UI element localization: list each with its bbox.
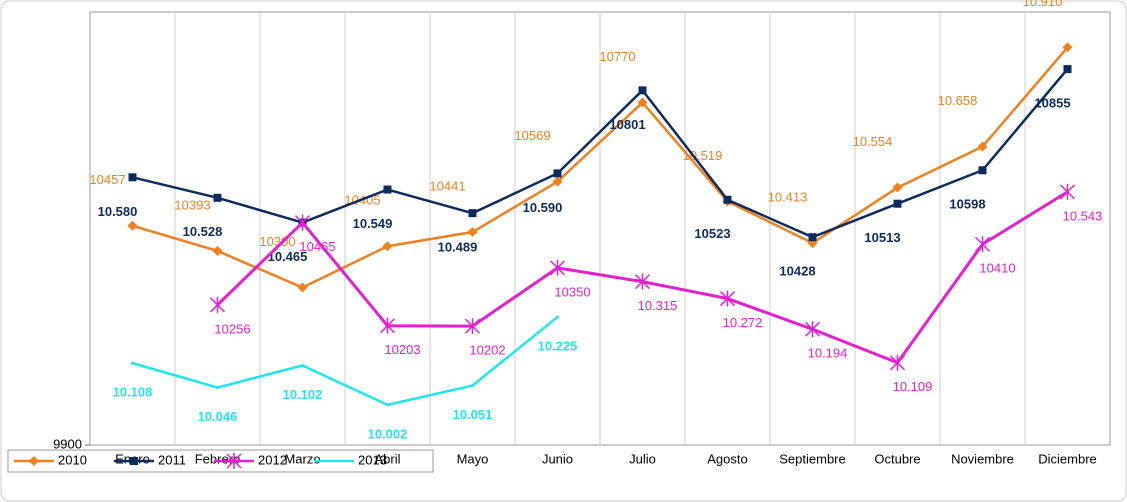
x-tick-label: Julio xyxy=(629,451,656,466)
data-label: 10.046 xyxy=(198,409,238,424)
data-label: 10428 xyxy=(779,264,815,279)
point xyxy=(719,290,736,307)
point xyxy=(638,86,647,95)
point xyxy=(209,296,226,313)
point xyxy=(549,259,566,276)
data-label: 10393 xyxy=(174,197,210,212)
point xyxy=(379,317,396,334)
point xyxy=(213,193,222,202)
point xyxy=(634,273,651,290)
point xyxy=(212,245,223,256)
data-label: 10.225 xyxy=(538,339,578,354)
point xyxy=(130,457,138,465)
data-label: 10.554 xyxy=(853,134,893,149)
data-label: 10.002 xyxy=(368,426,408,441)
point xyxy=(974,236,991,253)
point xyxy=(552,176,563,187)
data-label: 10770 xyxy=(599,49,635,64)
data-label: 10350 xyxy=(554,284,590,299)
point xyxy=(29,456,39,466)
legend-label: 2012 xyxy=(258,452,287,467)
legend-label: 2013 xyxy=(358,452,387,467)
point xyxy=(637,97,648,108)
point xyxy=(128,173,137,182)
data-label: 10.109 xyxy=(893,379,933,394)
x-tick-label: Septiembre xyxy=(779,451,845,466)
data-label: 10.315 xyxy=(638,298,678,313)
point xyxy=(131,361,134,365)
point xyxy=(1062,42,1073,53)
point xyxy=(723,195,732,204)
data-label: 10410 xyxy=(979,261,1015,276)
point xyxy=(297,282,308,293)
point xyxy=(1059,183,1076,200)
series-line xyxy=(132,46,1069,289)
data-label: 10855 xyxy=(1034,96,1070,111)
point xyxy=(978,166,987,175)
point xyxy=(216,386,219,390)
x-tick-label: Mayo xyxy=(457,451,489,466)
point xyxy=(1063,65,1072,74)
point xyxy=(977,141,988,152)
data-label: 10.519 xyxy=(683,148,723,163)
point xyxy=(127,220,138,231)
x-tick-label: Junio xyxy=(542,451,573,466)
point xyxy=(553,169,562,178)
point xyxy=(382,241,393,252)
point xyxy=(464,318,481,335)
point xyxy=(471,384,474,388)
point xyxy=(808,233,817,242)
x-tick-label: Octubre xyxy=(874,451,920,466)
data-label: 10.108 xyxy=(113,385,153,400)
data-label: 10.051 xyxy=(453,407,493,422)
data-label: 10441 xyxy=(429,178,465,193)
series-line xyxy=(132,68,1069,239)
x-tick-label: Agosto xyxy=(707,451,747,466)
point xyxy=(804,321,821,338)
data-label: 10.489 xyxy=(438,240,478,255)
data-label: 10203 xyxy=(384,342,420,357)
data-label: 10.590 xyxy=(523,200,563,215)
data-label: 10.528 xyxy=(183,224,223,239)
point xyxy=(386,403,389,407)
data-label: 10523 xyxy=(694,226,730,241)
data-label: 10801 xyxy=(609,117,645,132)
y-tick-label: 9900 xyxy=(53,436,82,451)
data-label: 10.658 xyxy=(938,93,978,108)
data-label: 10.580 xyxy=(98,204,138,219)
x-tick-label: Noviembre xyxy=(951,451,1014,466)
x-tick-label: Marzo xyxy=(284,451,320,466)
data-label: 10.413 xyxy=(768,190,808,205)
data-label: 10465 xyxy=(299,239,335,254)
point xyxy=(468,209,477,218)
point xyxy=(301,363,304,367)
data-label: 10202 xyxy=(469,343,505,358)
data-label: 10569 xyxy=(514,128,550,143)
data-label: 10.910 xyxy=(1023,0,1063,9)
point xyxy=(467,227,478,238)
point xyxy=(294,214,311,231)
data-label: 10.549 xyxy=(353,216,393,231)
point xyxy=(383,185,392,194)
data-label: 10.543 xyxy=(1063,208,1103,223)
data-label: 10.102 xyxy=(283,387,323,402)
point xyxy=(226,453,242,469)
data-label: 10256 xyxy=(214,321,250,336)
data-label: 10513 xyxy=(864,230,900,245)
data-label: 10.465 xyxy=(268,249,308,264)
data-label: 10598 xyxy=(949,197,985,212)
data-label: 10457 xyxy=(89,172,125,187)
point xyxy=(556,315,559,319)
point xyxy=(893,199,902,208)
series-line xyxy=(132,316,559,407)
data-label: 10.272 xyxy=(723,315,763,330)
legend-label: 2011 xyxy=(158,452,186,467)
data-label: 10.194 xyxy=(808,346,848,361)
legend-label: 2010 xyxy=(58,452,87,467)
x-tick-label: Abril xyxy=(374,451,400,466)
point xyxy=(889,354,906,371)
point xyxy=(892,182,903,193)
x-tick-label: Diciembre xyxy=(1038,451,1097,466)
